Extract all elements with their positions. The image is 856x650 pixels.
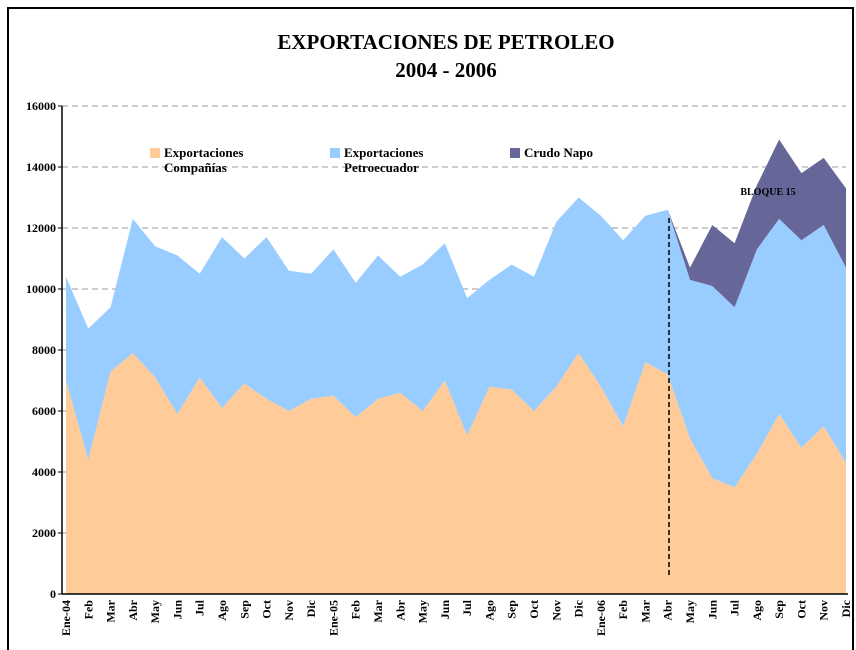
legend-label: Exportaciones Petroecuador: [344, 145, 424, 175]
x-tick-label: Mar: [638, 599, 652, 622]
x-tick-label: Jun: [170, 600, 184, 620]
x-tick-label: Ene-04: [59, 600, 73, 636]
x-tick-label: Nov: [282, 600, 296, 621]
x-tick-label: Ago: [482, 600, 496, 621]
chart-title: EXPORTACIONES DE PETROLEO: [277, 30, 614, 54]
annotation: BLOQUE 15: [740, 187, 795, 198]
chart-subtitle: 2004 - 2006: [395, 58, 497, 82]
x-tick-label: Oct: [794, 600, 808, 619]
x-tick-label: Sep: [505, 600, 519, 619]
legend-swatch: [330, 148, 340, 158]
legend-item: Crudo Napo: [510, 145, 630, 160]
x-tick-label: Jul: [728, 599, 742, 616]
y-tick-label: 14000: [26, 160, 56, 174]
x-tick-label: Ago: [215, 600, 229, 621]
legend-item: Exportaciones Petroecuador: [330, 145, 450, 175]
legend-label: Crudo Napo: [524, 145, 593, 160]
legend-label: Exportaciones Compañías: [164, 145, 244, 175]
x-tick-label: Oct: [260, 600, 274, 619]
x-tick-label: May: [148, 600, 162, 623]
x-tick-label: Jul: [460, 599, 474, 616]
x-tick-label: Dic: [572, 599, 586, 617]
x-tick-label: Jun: [438, 600, 452, 620]
x-tick-label: Mar: [104, 599, 118, 622]
x-tick-label: Nov: [549, 600, 563, 621]
x-tick-label: May: [683, 600, 697, 623]
x-tick-label: Feb: [349, 600, 363, 620]
x-tick-label: Ene-05: [326, 600, 340, 636]
y-tick-label: 6000: [32, 404, 56, 418]
x-tick-label: Nov: [817, 600, 831, 621]
x-tick-label: Sep: [237, 600, 251, 619]
x-tick-label: Abr: [393, 599, 407, 620]
x-tick-label: Feb: [616, 600, 630, 620]
x-tick-label: Sep: [772, 600, 786, 619]
x-tick-label: May: [416, 600, 430, 623]
x-tick-label: Ago: [750, 600, 764, 621]
y-tick-label: 8000: [32, 343, 56, 357]
x-tick-label: Dic: [839, 599, 853, 617]
x-tick-label: Jul: [193, 599, 207, 616]
legend-swatch: [510, 148, 520, 158]
x-tick-label: Mar: [371, 599, 385, 622]
y-tick-label: 2000: [32, 526, 56, 540]
y-tick-label: 12000: [26, 221, 56, 235]
legend-item: Exportaciones Compañías: [150, 145, 270, 175]
x-tick-label: Abr: [661, 599, 675, 620]
x-tick-label: Feb: [81, 600, 95, 620]
x-tick-label: Abr: [126, 599, 140, 620]
y-tick-label: 0: [50, 587, 56, 601]
legend-swatch: [150, 148, 160, 158]
area: [66, 353, 846, 594]
area: [667, 139, 846, 308]
x-tick-label: Jun: [705, 600, 719, 620]
y-tick-label: 4000: [32, 465, 56, 479]
x-tick-label: Oct: [527, 600, 541, 619]
y-tick-label: 16000: [26, 99, 56, 113]
area: [66, 197, 846, 488]
x-tick-label: Dic: [304, 599, 318, 617]
x-tick-label: Ene-06: [594, 600, 608, 636]
y-tick-label: 10000: [26, 282, 56, 296]
